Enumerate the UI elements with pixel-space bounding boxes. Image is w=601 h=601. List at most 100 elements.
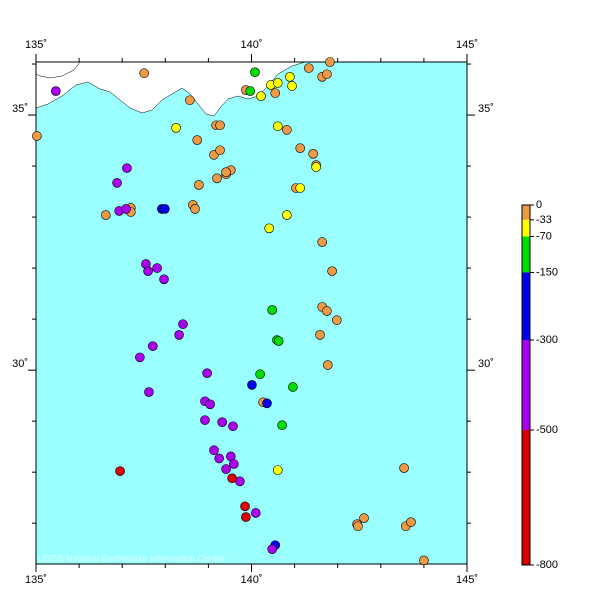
earthquake bbox=[267, 305, 277, 315]
earthquake bbox=[419, 555, 429, 566]
colorbar-label: 0 bbox=[536, 199, 542, 211]
colorbar-band bbox=[522, 205, 530, 220]
x-tick-label: 135˚ bbox=[25, 574, 47, 586]
colorbar: 0 -33 -70 -150 -300 -500 -800 bbox=[521, 199, 558, 571]
earthquake bbox=[308, 149, 318, 159]
earthquake bbox=[353, 521, 363, 532]
earthquake bbox=[139, 68, 149, 79]
earthquake bbox=[272, 465, 283, 475]
x-tick-label: 145˚ bbox=[456, 39, 478, 51]
earthquake bbox=[359, 513, 369, 523]
earthquake bbox=[101, 210, 111, 220]
colorbar-label: -33 bbox=[536, 214, 552, 226]
earthquake bbox=[277, 420, 287, 431]
earthquake bbox=[247, 380, 257, 390]
earthquake bbox=[135, 352, 145, 363]
colorbar-label: -800 bbox=[536, 559, 558, 571]
y-tick-label: 30˚ bbox=[478, 358, 494, 370]
earthquake bbox=[214, 453, 224, 464]
earthquake bbox=[160, 204, 170, 214]
earthquake bbox=[51, 86, 61, 96]
earthquake bbox=[121, 204, 131, 214]
colorbar-label: -70 bbox=[536, 230, 552, 242]
earthquake bbox=[285, 71, 295, 82]
earthquake bbox=[190, 204, 200, 214]
earthquake bbox=[287, 81, 297, 91]
x-tick-label: 135˚ bbox=[25, 39, 47, 51]
x-tick-label: 145˚ bbox=[456, 574, 478, 586]
credit: USGS National Earthquake Information Cen… bbox=[38, 553, 225, 563]
earthquake bbox=[144, 387, 154, 397]
earthquake bbox=[255, 369, 265, 380]
sea bbox=[36, 62, 467, 564]
earthquake bbox=[221, 464, 231, 474]
earthquake bbox=[215, 145, 225, 156]
earthquake bbox=[159, 274, 169, 285]
x-tick-label: 140˚ bbox=[240, 574, 262, 586]
earthquake bbox=[229, 459, 239, 469]
earthquake bbox=[174, 330, 184, 340]
earthquake bbox=[200, 415, 210, 425]
earthquake bbox=[272, 121, 283, 132]
colorbar-band bbox=[522, 430, 530, 565]
earthquake bbox=[148, 341, 158, 351]
earthquake bbox=[325, 57, 335, 67]
earthquake bbox=[202, 368, 212, 378]
earthquake bbox=[251, 508, 261, 518]
y-tick-label: 35˚ bbox=[478, 103, 494, 115]
colorbar-band bbox=[522, 340, 530, 430]
earthquake bbox=[241, 512, 251, 522]
earthquake bbox=[192, 135, 202, 145]
x-tick-label: 140˚ bbox=[240, 39, 262, 51]
colorbar-band bbox=[522, 272, 530, 340]
earthquake bbox=[311, 162, 321, 172]
earthquake bbox=[332, 315, 342, 325]
earthquake bbox=[315, 330, 325, 340]
earthquake bbox=[322, 306, 332, 316]
colorbar-label: -500 bbox=[536, 424, 558, 436]
earthquake bbox=[406, 517, 416, 527]
colorbar-label: -300 bbox=[536, 334, 558, 346]
earthquake bbox=[245, 86, 256, 96]
colorbar-band bbox=[522, 236, 530, 273]
earthquake bbox=[171, 123, 181, 133]
earthquake bbox=[304, 63, 314, 73]
earthquake bbox=[288, 382, 298, 392]
earthquake bbox=[322, 69, 332, 80]
earthquake bbox=[399, 463, 409, 473]
earthquake bbox=[212, 173, 222, 184]
earthquake bbox=[282, 125, 292, 135]
colorbar-band bbox=[522, 219, 530, 237]
earthquake bbox=[267, 544, 277, 555]
earthquake bbox=[209, 445, 219, 456]
earthquake bbox=[228, 421, 238, 432]
earthquake bbox=[270, 88, 281, 98]
earthquake bbox=[143, 266, 153, 276]
y-tick-label: 30˚ bbox=[12, 358, 28, 370]
earthquake bbox=[227, 473, 237, 484]
earthquake bbox=[215, 120, 225, 131]
earthquake bbox=[240, 501, 250, 512]
earthquake bbox=[112, 178, 122, 188]
earthquake bbox=[152, 263, 162, 273]
colorbar-label: -150 bbox=[536, 266, 558, 278]
earthquake bbox=[322, 360, 333, 370]
earthquake bbox=[217, 417, 227, 427]
earthquake bbox=[122, 163, 132, 173]
earthquake bbox=[272, 78, 283, 88]
earthquake bbox=[282, 210, 292, 220]
earthquake bbox=[295, 183, 306, 193]
colorbar-frame bbox=[521, 204, 531, 566]
earthquake bbox=[264, 223, 274, 234]
earthquake bbox=[115, 466, 125, 476]
earthquake bbox=[205, 399, 215, 410]
earthquake bbox=[194, 180, 204, 190]
earthquake bbox=[250, 67, 260, 78]
land bbox=[35, 61, 81, 79]
earthquake bbox=[295, 143, 306, 154]
earthquake bbox=[262, 398, 272, 409]
earthquake bbox=[221, 167, 231, 177]
earthquake bbox=[327, 266, 337, 276]
